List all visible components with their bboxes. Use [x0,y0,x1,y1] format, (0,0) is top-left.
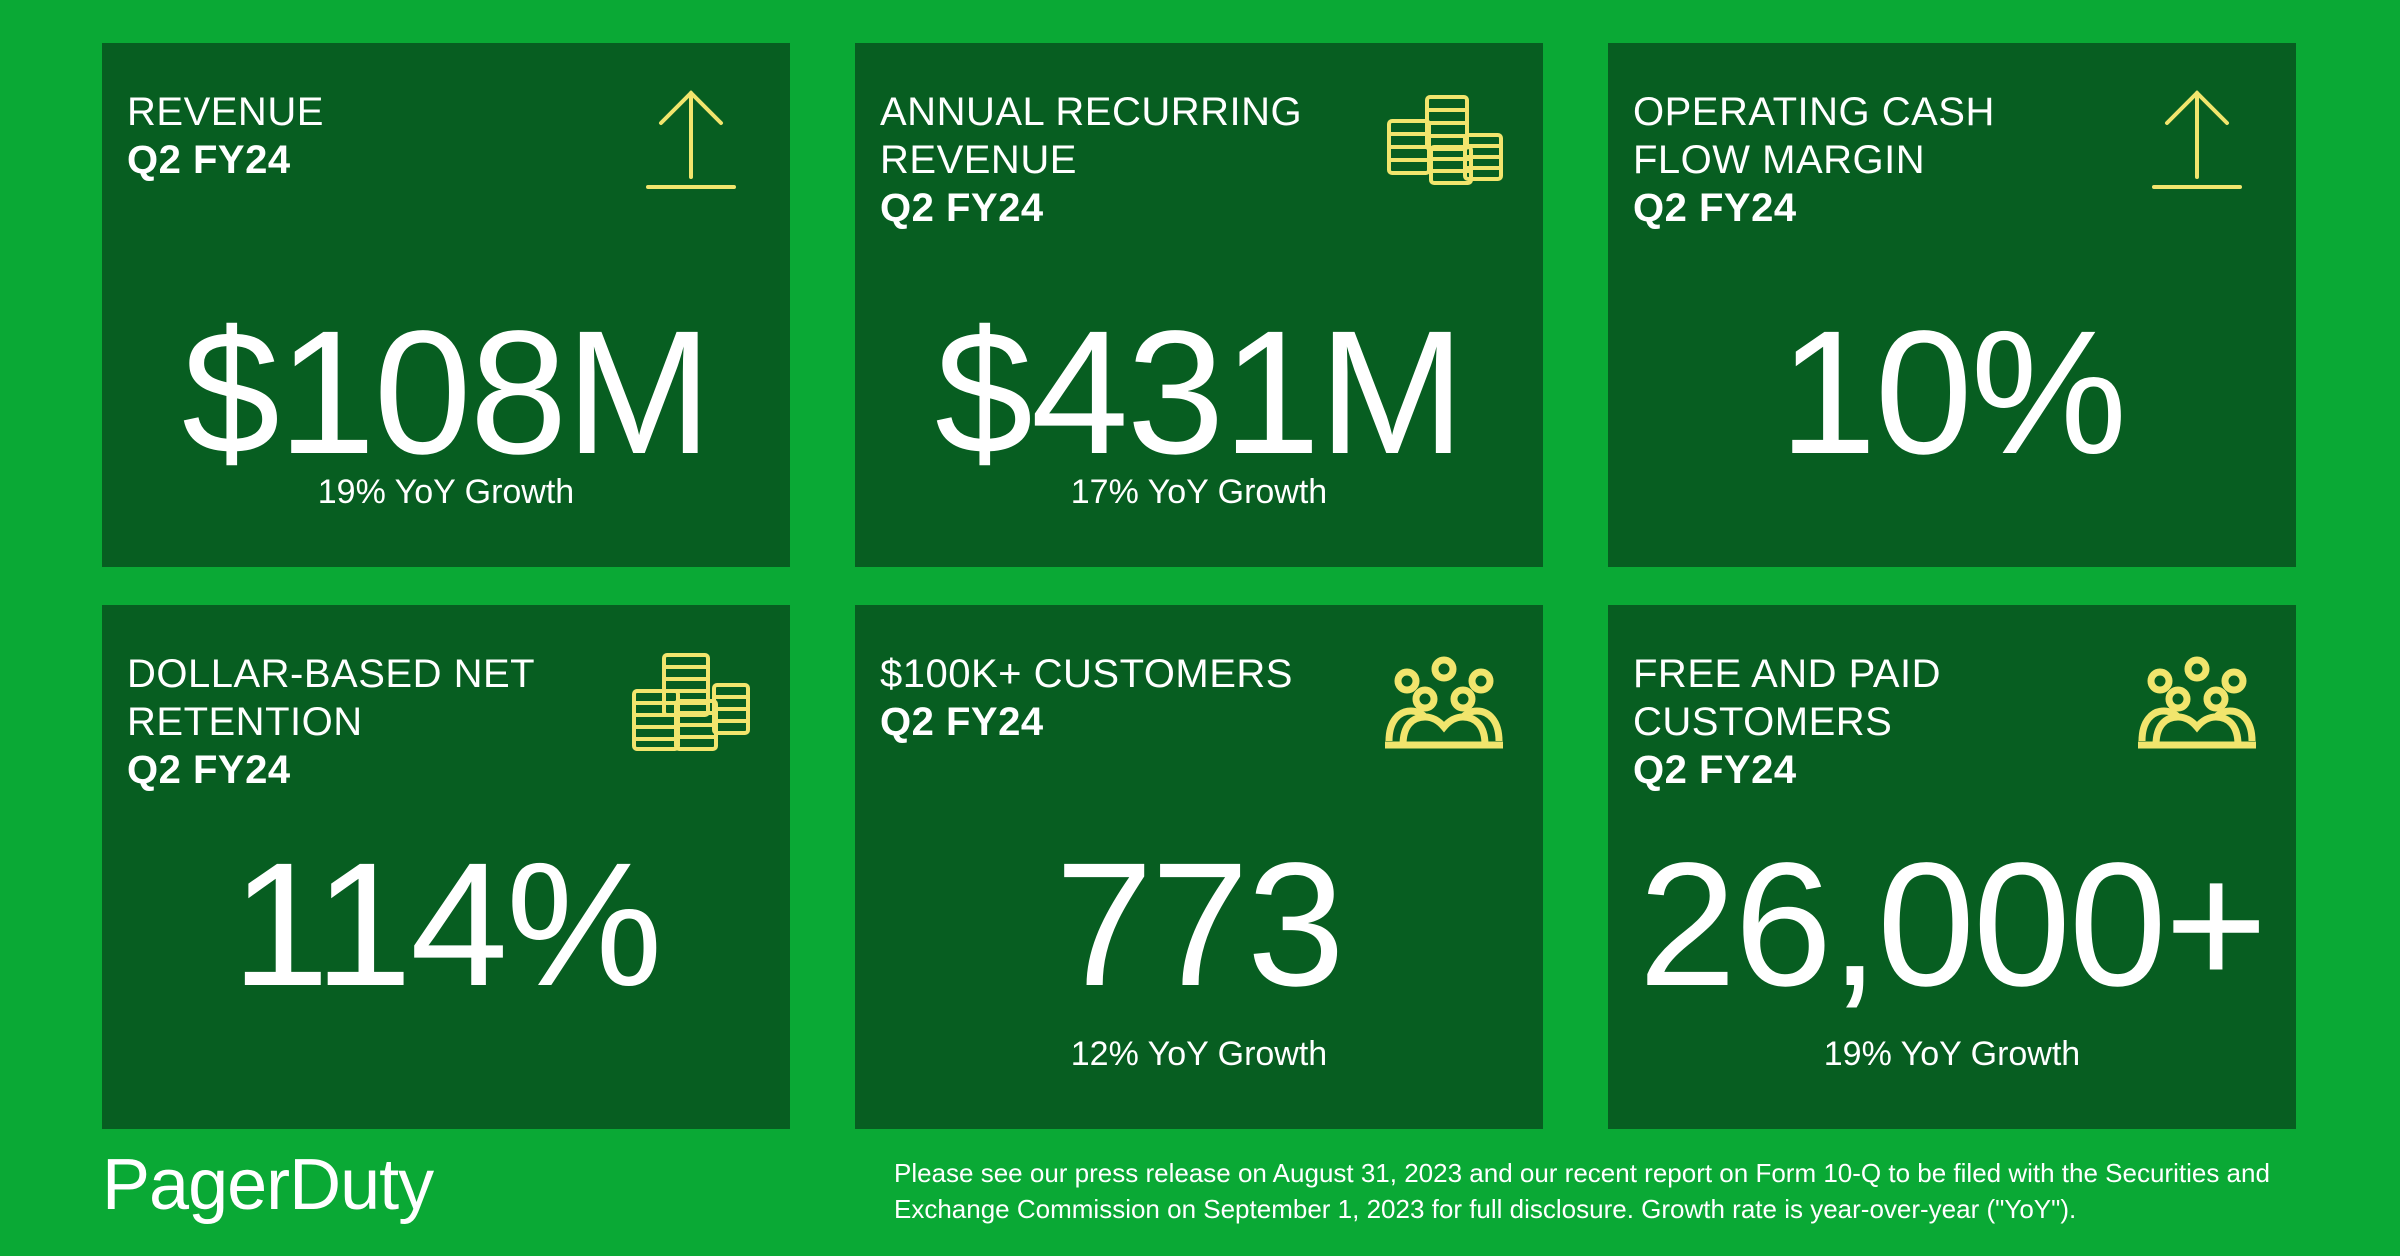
card-title-line: DOLLAR-BASED NET [127,652,536,696]
card-title-line: FREE AND PAID [1633,652,1942,696]
card-title-line: ANNUAL RECURRING [880,90,1303,134]
metric-value: 10% [1778,295,2127,491]
card-title-line: FLOW MARGIN [1633,138,1926,182]
card-period: Q2 FY24 [880,186,1044,230]
metric-card-free-and-paid-customers: FREE AND PAID CUSTOMERS Q2 FY24 26,000+ … [1608,605,2296,1129]
metric-card-100k-customers: $100K+ CUSTOMERS Q2 FY24 773 12% YoY Gro… [855,605,1543,1129]
metric-value: 26,000+ [1638,827,2267,1023]
card-title: REVENUE Q2 FY24 [127,88,647,184]
coin-stack-icon [1381,79,1507,205]
people-group-icon [2134,641,2260,767]
card-title: $100K+ CUSTOMERS Q2 FY24 [880,650,1400,746]
metric-value: $108M [181,295,712,491]
card-period: Q2 FY24 [127,748,291,792]
arrow-up-icon [628,79,754,205]
arrow-up-icon [2134,79,2260,205]
people-group-icon [1381,641,1507,767]
disclosure-footnote: Please see our press release on August 3… [894,1158,2270,1224]
metric-growth: 12% YoY Growth [1070,1035,1328,1073]
metric-value: 773 [1055,827,1345,1023]
pagerduty-logo: PagerDuty [102,1145,434,1225]
card-title-line: REVENUE [880,138,1077,182]
metric-card-arr: ANNUAL RECURRING REVENUE Q2 FY24 [855,43,1543,567]
card-period: Q2 FY24 [1633,748,1797,792]
metric-value: $431M [934,295,1465,491]
card-period: Q2 FY24 [1633,186,1797,230]
card-title-line: REVENUE [127,90,324,134]
card-title-line: RETENTION [127,700,363,744]
metric-growth: 19% YoY Growth [1823,1035,2081,1073]
metric-card-revenue: REVENUE Q2 FY24 $108M 19% YoY Growth [102,43,790,567]
metric-card-net-retention: DOLLAR-BASED NET RETENTION Q2 FY24 [102,605,790,1129]
card-title: ANNUAL RECURRING REVENUE Q2 FY24 [880,88,1400,232]
card-title-line: CUSTOMERS [1633,700,1893,744]
metric-card-operating-cash-flow-margin: OPERATING CASH FLOW MARGIN Q2 FY24 10% [1608,43,2296,567]
card-period: Q2 FY24 [880,700,1044,744]
card-title: FREE AND PAID CUSTOMERS Q2 FY24 [1633,650,2153,794]
card-title: DOLLAR-BASED NET RETENTION Q2 FY24 [127,650,647,794]
metric-growth: 19% YoY Growth [317,473,575,511]
card-title-line: $100K+ CUSTOMERS [880,652,1293,696]
card-period: Q2 FY24 [127,138,291,182]
card-title: OPERATING CASH FLOW MARGIN Q2 FY24 [1633,88,2153,232]
card-title-line: OPERATING CASH [1633,90,1995,134]
metric-value: 114% [231,827,662,1023]
coin-stack-icon [628,641,754,767]
metric-growth: 17% YoY Growth [1070,473,1328,511]
